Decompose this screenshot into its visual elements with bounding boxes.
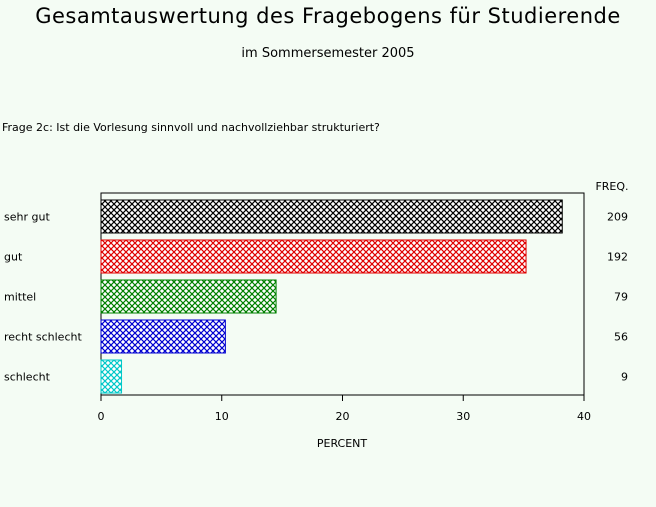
category-label: mittel: [4, 291, 36, 304]
bar-sehr-gut: [100, 199, 563, 234]
x-tick-label: 20: [336, 410, 350, 423]
freq-value: 192: [607, 251, 628, 264]
bar-gut: [100, 239, 527, 274]
freq-value: 56: [614, 331, 628, 344]
bar-schlecht: [100, 359, 123, 394]
category-label: gut: [4, 251, 23, 264]
freq-value: 9: [621, 371, 628, 384]
x-axis-label: PERCENT: [317, 437, 368, 450]
freq-value: 79: [614, 291, 628, 304]
x-tick-label: 30: [456, 410, 470, 423]
bar-recht-schlecht: [100, 319, 226, 354]
x-tick-label: 0: [98, 410, 105, 423]
category-label: schlecht: [4, 371, 51, 384]
chart-title: Gesamtauswertung des Fragebogens für Stu…: [35, 4, 621, 28]
category-label: sehr gut: [4, 211, 50, 224]
freq-header: FREQ.: [595, 180, 628, 193]
bar-mittel: [100, 279, 277, 314]
category-label: recht schlecht: [4, 331, 82, 344]
question-label: Frage 2c: Ist die Vorlesung sinnvoll und…: [2, 121, 380, 134]
x-tick-label: 40: [577, 410, 591, 423]
x-tick-label: 10: [215, 410, 229, 423]
freq-value: 209: [607, 211, 628, 224]
chart-subtitle: im Sommersemester 2005: [241, 46, 415, 61]
